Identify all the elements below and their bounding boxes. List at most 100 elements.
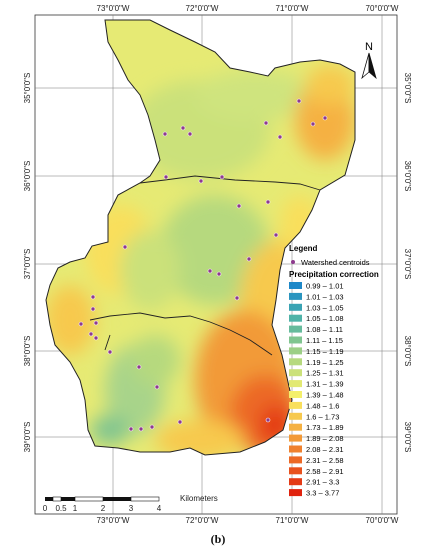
legend-swatch [289, 314, 302, 322]
centroid-symbol-icon [291, 260, 295, 264]
north-arrow: N [361, 41, 377, 80]
longitude-labels-top: 73°0'0"W 72°0'0"W 71°0'0"W 70°0'0"W [97, 4, 399, 13]
lon-label: 73°0'0"W [97, 4, 130, 13]
legend-class-label: 3.3 – 3.77 [306, 489, 339, 498]
lat-label: 37°0'0"S [23, 249, 32, 280]
legend-swatch [289, 478, 302, 486]
centroid-point [180, 125, 186, 131]
legend-swatch [289, 369, 302, 377]
legend-class-label: 1.39 – 1.48 [306, 391, 344, 400]
legend-class-label: 1.73 – 1.89 [306, 423, 344, 432]
lat-label: 39°0'0"S [403, 422, 412, 453]
legend-swatch [289, 325, 302, 333]
legend-class-label: 1.89 – 2.08 [306, 434, 344, 443]
centroid-point [236, 203, 242, 209]
north-arrow-label: N [365, 41, 373, 53]
legend-class-label: 1.48 – 1.6 [306, 401, 339, 410]
scale-label: 0.5 [55, 504, 67, 513]
legend-swatch [289, 380, 302, 388]
lon-label: 72°0'0"W [186, 516, 219, 525]
legend-title: Legend [289, 244, 318, 253]
legend-point-label: Watershed centroids [301, 258, 370, 267]
legend-class-label: 1.05 – 1.08 [306, 314, 344, 323]
legend-class-label: 1.11 – 1.15 [306, 336, 343, 345]
legend-swatch [289, 412, 302, 420]
centroid-point [207, 268, 213, 274]
legend-swatch [289, 401, 302, 409]
centroid-point [216, 271, 222, 277]
centroid-point [273, 232, 279, 238]
centroid-point [187, 131, 193, 137]
latitude-labels-right: 35°0'0"S 36°0'0"S 37°0'0"S 38°0'0"S 39°0… [403, 73, 412, 453]
centroid-point [122, 244, 128, 250]
centroid-point [93, 320, 99, 326]
scale-label: 4 [157, 504, 162, 513]
legend-swatch [289, 303, 302, 311]
legend-class-label: 1.6 – 1.73 [306, 412, 339, 421]
figure-caption: (b) [210, 532, 226, 546]
legend: Legend Watershed centroids Precipitation… [289, 244, 379, 498]
legend-swatch [289, 347, 302, 355]
centroid-point [265, 199, 271, 205]
centroid-point [310, 121, 316, 127]
centroid-point [90, 306, 96, 312]
legend-swatch [289, 336, 302, 344]
centroid-point [88, 331, 94, 337]
legend-swatch [289, 282, 302, 289]
legend-swatch [289, 434, 302, 442]
centroid-point [90, 294, 96, 300]
centroid-point [163, 174, 169, 180]
scale-label: 1 [73, 504, 78, 513]
lon-label: 73°0'0"W [97, 516, 130, 525]
lat-label: 36°0'0"S [23, 161, 32, 192]
lat-label: 36°0'0"S [403, 161, 412, 192]
scale-bar: 0 0.5 1 2 3 4 Kilometers [43, 494, 218, 513]
legend-class-label: 2.58 – 2.91 [306, 467, 344, 476]
legend-swatch [289, 292, 302, 300]
lat-label: 35°0'0"S [23, 73, 32, 104]
centroid-point [93, 335, 99, 341]
centroid-point [138, 426, 144, 432]
lat-label: 39°0'0"S [23, 422, 32, 453]
lat-label: 38°0'0"S [23, 336, 32, 367]
centroid-point [322, 115, 328, 121]
longitude-labels-bottom: 73°0'0"W 72°0'0"W 71°0'0"W 70°0'0"W [97, 516, 399, 525]
centroid-point [136, 364, 142, 370]
legend-class-label: 2.31 – 2.58 [306, 456, 344, 465]
lon-label: 70°0'0"W [366, 4, 399, 13]
centroid-point [234, 295, 240, 301]
legend-swatch [289, 489, 302, 497]
centroid-point [149, 424, 155, 430]
centroid-point [296, 98, 302, 104]
legend-class-label: 1.31 – 1.39 [306, 380, 344, 389]
lat-label: 38°0'0"S [403, 336, 412, 367]
internal-boundaries [89, 175, 321, 356]
lon-label: 70°0'0"W [366, 516, 399, 525]
centroid-point [263, 120, 269, 126]
legend-swatch [289, 423, 302, 431]
legend-class-label: 1.19 – 1.25 [306, 358, 344, 367]
legend-class-label: 1.25 – 1.31 [306, 369, 344, 378]
centroid-point [128, 426, 134, 432]
legend-class-label: 1.08 – 1.11 [306, 325, 343, 334]
legend-class-label: 2.08 – 2.31 [306, 445, 344, 454]
centroid-point [277, 134, 283, 140]
latitude-labels-left: 35°0'0"S 36°0'0"S 37°0'0"S 38°0'0"S 39°0… [23, 73, 32, 453]
centroid-point [219, 174, 225, 180]
centroid-point [154, 384, 160, 390]
legend-swatch [289, 358, 302, 366]
centroid-point [198, 178, 204, 184]
region-boundary [45, 19, 356, 456]
lat-label: 37°0'0"S [403, 249, 412, 280]
legend-class-label: 2.91 – 3.3 [306, 478, 339, 487]
scale-label: 0 [43, 504, 48, 513]
legend-swatch [289, 445, 302, 453]
scale-label: 3 [129, 504, 134, 513]
centroid-point [177, 419, 183, 425]
lon-label: 72°0'0"W [186, 4, 219, 13]
centroid-point [265, 417, 271, 423]
lon-label: 71°0'0"W [276, 4, 309, 13]
legend-class-label: 0.99 – 1.01 [306, 282, 344, 291]
legend-swatch [289, 456, 302, 464]
scale-label: 2 [101, 504, 106, 513]
